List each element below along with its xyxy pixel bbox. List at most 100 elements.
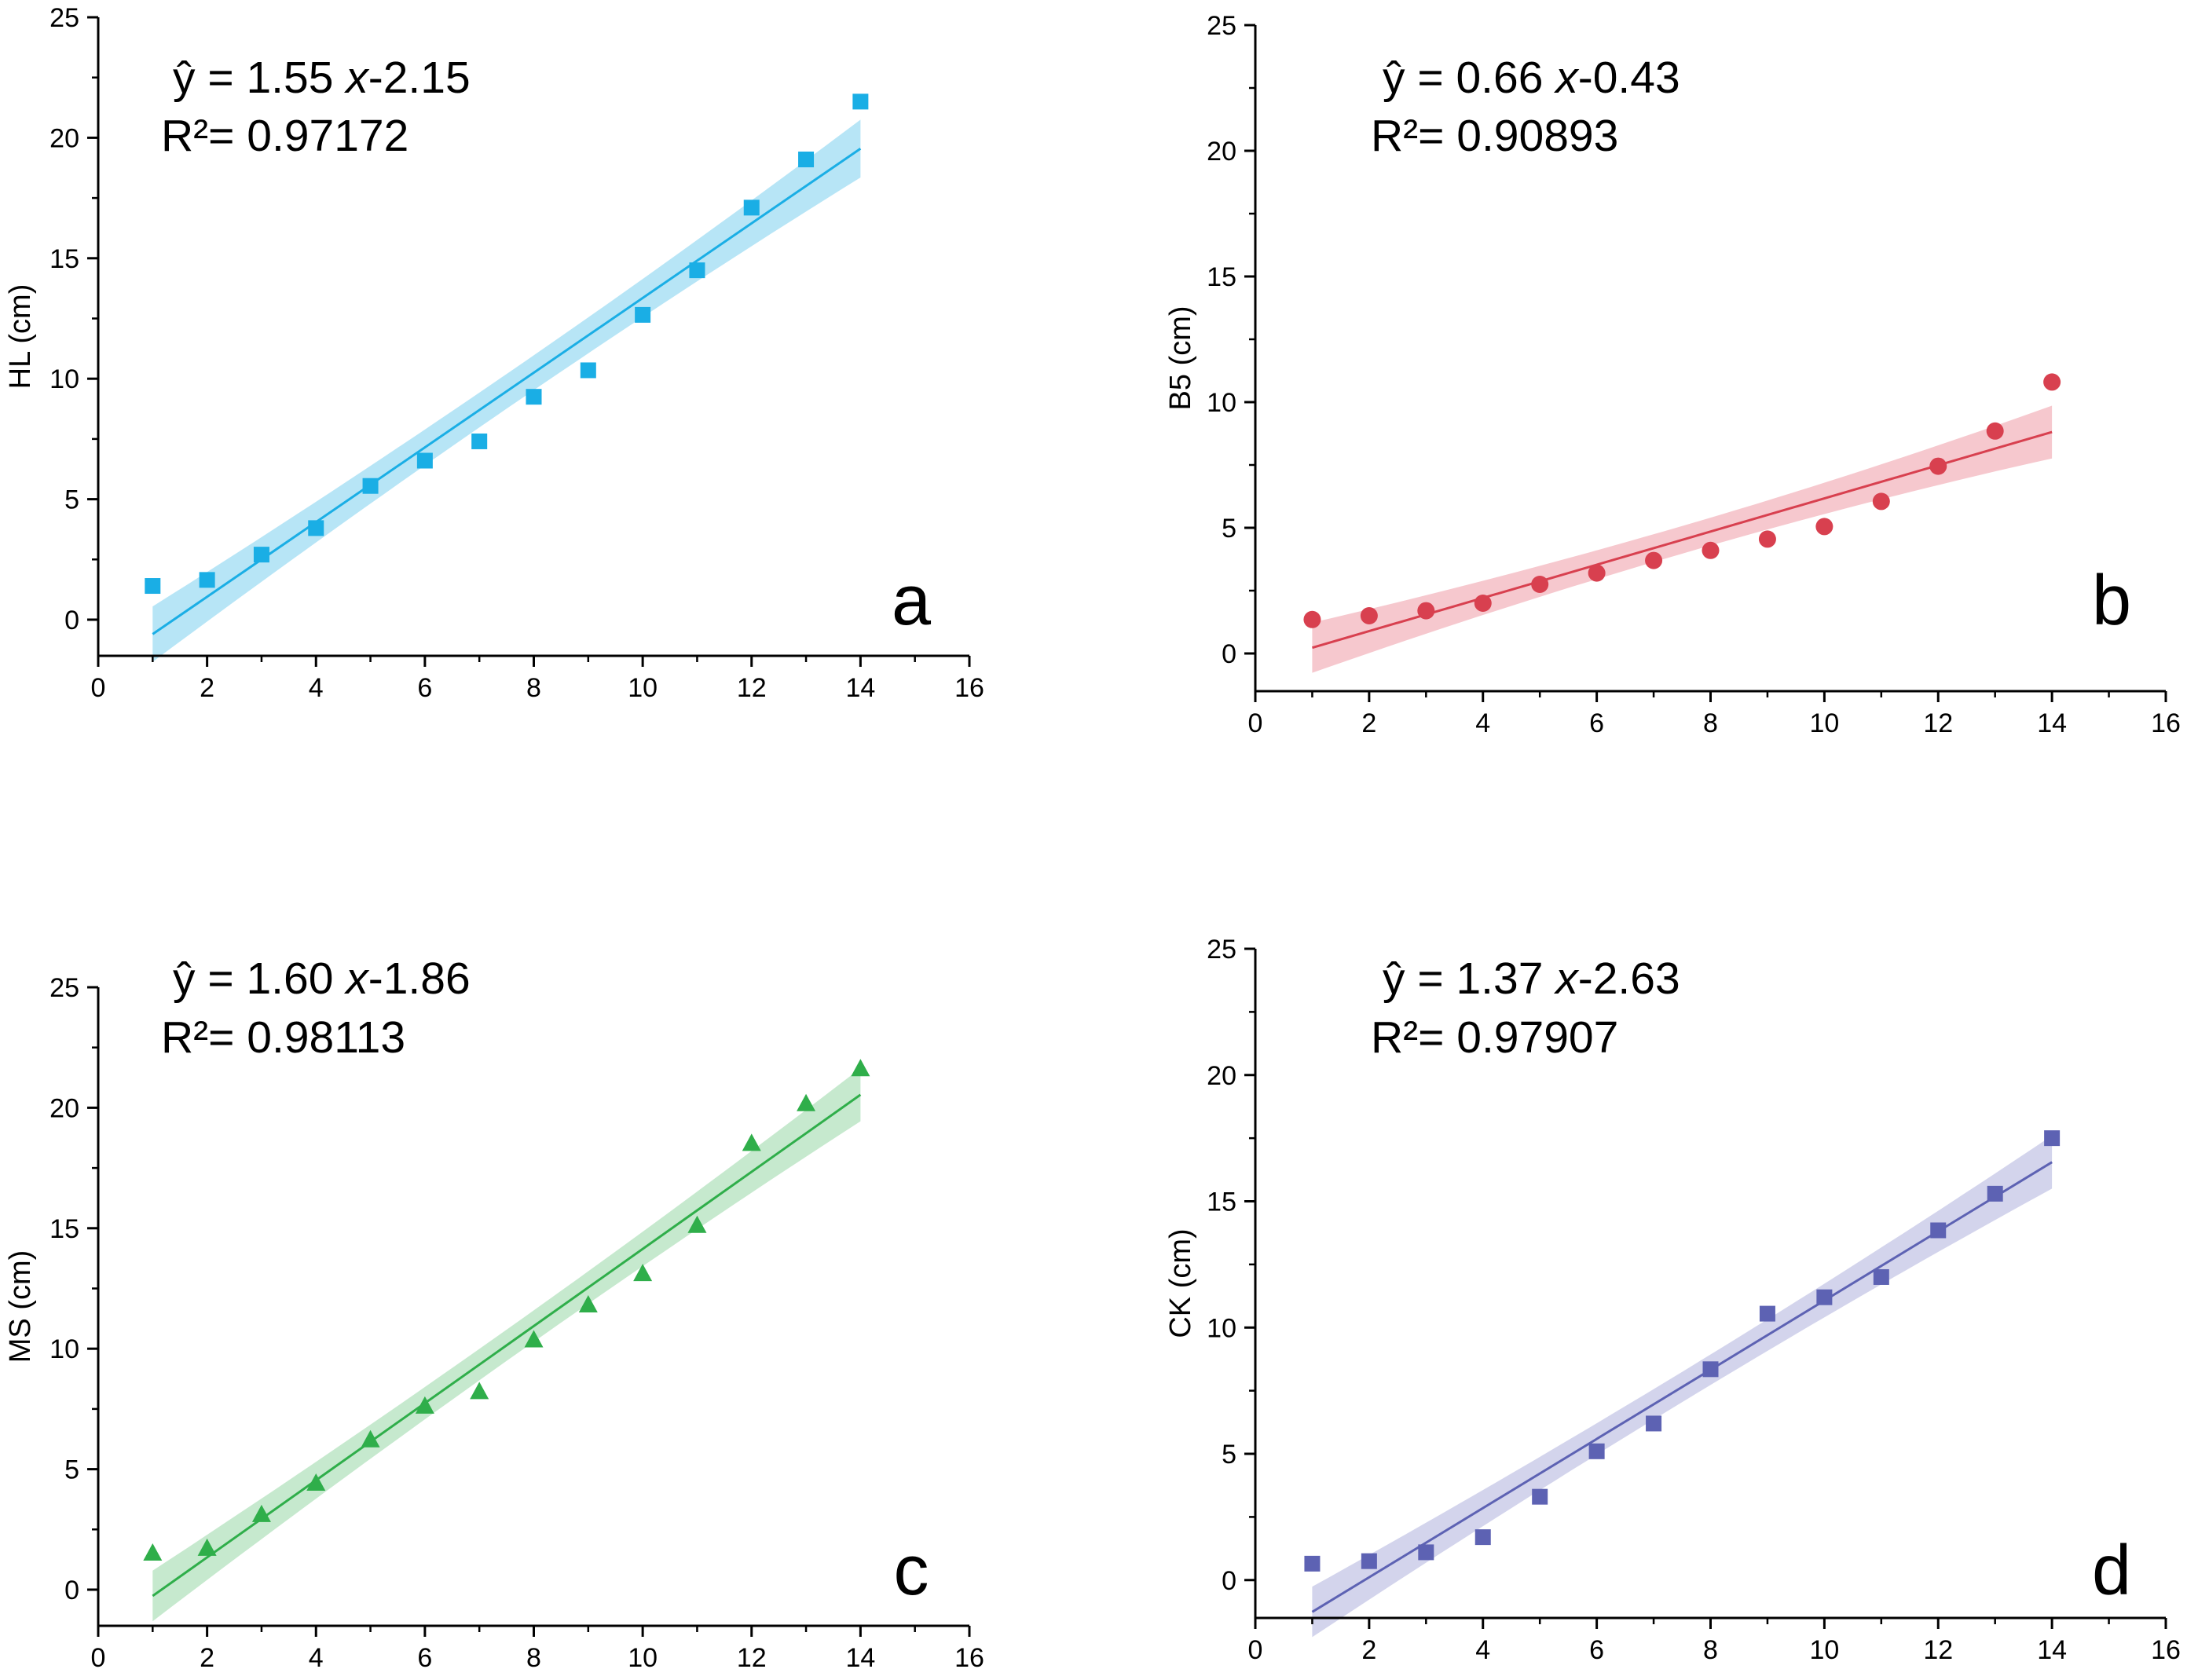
panel-d: 0 2 4 6 8 10 12 14 16 0 5 10 15 20 25 CK (cm) ŷ = 1.37 x… [1164, 935, 2181, 1665]
regression-equation: ŷ = 0.66 x-0.43 [1383, 53, 1680, 103]
data-point [471, 433, 488, 449]
y-tick-label: 15 [49, 1214, 79, 1244]
data-point [361, 1429, 380, 1448]
data-point [1588, 1443, 1605, 1459]
data-point [1588, 564, 1606, 582]
regression-line [152, 1093, 862, 1598]
x-tick-label: 8 [526, 673, 541, 703]
x-tick-label: 10 [628, 673, 658, 703]
data-point [1361, 1553, 1377, 1569]
x-tick-label: 10 [1809, 708, 1839, 738]
data-point [1531, 576, 1549, 593]
regression-equation: ŷ = 1.60 x-1.86 [173, 953, 471, 1004]
x-tick-label: 4 [1475, 1635, 1490, 1665]
x-tick-label: 16 [954, 673, 984, 703]
panel-letter: c [894, 1532, 929, 1610]
panel-letter: a [892, 562, 932, 640]
x-tick-label: 14 [845, 1643, 875, 1673]
data-point [1417, 602, 1435, 620]
x-tick-label: 8 [1703, 708, 1718, 738]
y-tick-label: 10 [49, 1334, 79, 1364]
y-tick-label: 25 [49, 3, 79, 33]
y-tick-label: 20 [1207, 1061, 1236, 1091]
data-point [1987, 1185, 2003, 1202]
r-squared-label: R²= 0.97172 [161, 111, 408, 161]
data-point [1645, 551, 1663, 569]
x-tick-label: 4 [309, 1643, 324, 1673]
data-point [1303, 610, 1321, 628]
data-point [308, 520, 324, 536]
data-point [797, 1093, 816, 1111]
data-point [2044, 1130, 2061, 1147]
data-point [1702, 1361, 1719, 1378]
x-tick-label: 12 [737, 673, 767, 703]
regression-line [152, 147, 862, 635]
x-tick-label: 8 [526, 1643, 541, 1673]
x-tick-label: 14 [2037, 708, 2067, 738]
data-point [1474, 1529, 1491, 1546]
panel-a: 0 2 4 6 8 10 12 14 16 0 5 10 15 20 25 HL (cm) ŷ = 1.55 x… [4, 3, 984, 703]
x-tick-label: 16 [2151, 708, 2181, 738]
y-tick-label: 5 [1222, 1440, 1236, 1470]
y-tick-label: 5 [1222, 514, 1236, 544]
data-point [1646, 1415, 1662, 1432]
x-tick-label: 2 [1361, 708, 1376, 738]
x-tick-label: 6 [417, 673, 432, 703]
y-tick-label: 5 [64, 1455, 79, 1485]
x-tick-label: 2 [1361, 1635, 1376, 1665]
data-point [633, 1264, 653, 1282]
x-tick-label: 2 [200, 1643, 214, 1673]
y-tick-label: 25 [1207, 935, 1236, 964]
data-point [1360, 607, 1378, 624]
data-point [1758, 530, 1776, 548]
y-tick-label: 0 [64, 1576, 79, 1605]
data-point [1816, 1289, 1833, 1305]
y-axis-title: MS (cm) [4, 1250, 37, 1363]
regression-equation: ŷ = 1.55 x-2.15 [173, 53, 471, 103]
data-point [145, 578, 161, 595]
y-tick-label: 10 [1207, 1313, 1236, 1343]
data-point [415, 1396, 434, 1414]
panel-letter: b [2092, 562, 2131, 640]
y-tick-label: 25 [49, 973, 79, 1003]
data-point [1872, 492, 1890, 511]
r-squared-label: R²= 0.90893 [1371, 111, 1618, 161]
x-tick-label: 8 [1703, 1635, 1718, 1665]
x-tick-label: 0 [91, 673, 106, 703]
data-point [524, 1330, 544, 1348]
data-point [1759, 1305, 1775, 1322]
x-tick-label: 0 [1248, 708, 1263, 738]
y-axis-title: B5 (cm) [1164, 306, 1197, 411]
data-point [1474, 595, 1492, 612]
data-point [306, 1473, 326, 1491]
data-point [1873, 1268, 1889, 1285]
data-point [1418, 1544, 1434, 1561]
data-point [362, 478, 379, 494]
x-tick-label: 6 [1589, 708, 1604, 738]
data-point [470, 1382, 489, 1400]
x-tick-label: 4 [1475, 708, 1490, 738]
data-point [1986, 422, 2004, 440]
data-point [526, 389, 542, 405]
y-tick-label: 10 [1207, 388, 1236, 418]
x-tick-label: 12 [1923, 1635, 1953, 1665]
data-point [1930, 1222, 1947, 1239]
panel-c: 0 2 4 6 8 10 12 14 16 0 5 10 15 20 25 MS (cm) ŷ = 1.60 x… [4, 953, 984, 1673]
panel-b: 0 2 4 6 8 10 12 14 16 0 5 10 15 20 25 B5 (cm) ŷ = 0.66 x… [1164, 11, 2181, 738]
data-point [251, 1504, 271, 1522]
panel-letter: d [2092, 1532, 2131, 1610]
r-squared-label: R²= 0.97907 [1371, 1012, 1618, 1063]
x-tick-label: 6 [1589, 1635, 1604, 1665]
y-tick-label: 10 [49, 364, 79, 394]
y-tick-label: 20 [1207, 137, 1236, 167]
y-axis-title: CK (cm) [1164, 1228, 1197, 1338]
data-point [851, 1059, 870, 1077]
y-tick-label: 0 [64, 606, 79, 635]
x-tick-label: 10 [1809, 1635, 1839, 1665]
data-point [852, 93, 869, 110]
data-point [1815, 518, 1833, 536]
data-point [1304, 1555, 1321, 1572]
y-tick-label: 20 [49, 1093, 79, 1123]
x-tick-label: 14 [845, 673, 875, 703]
